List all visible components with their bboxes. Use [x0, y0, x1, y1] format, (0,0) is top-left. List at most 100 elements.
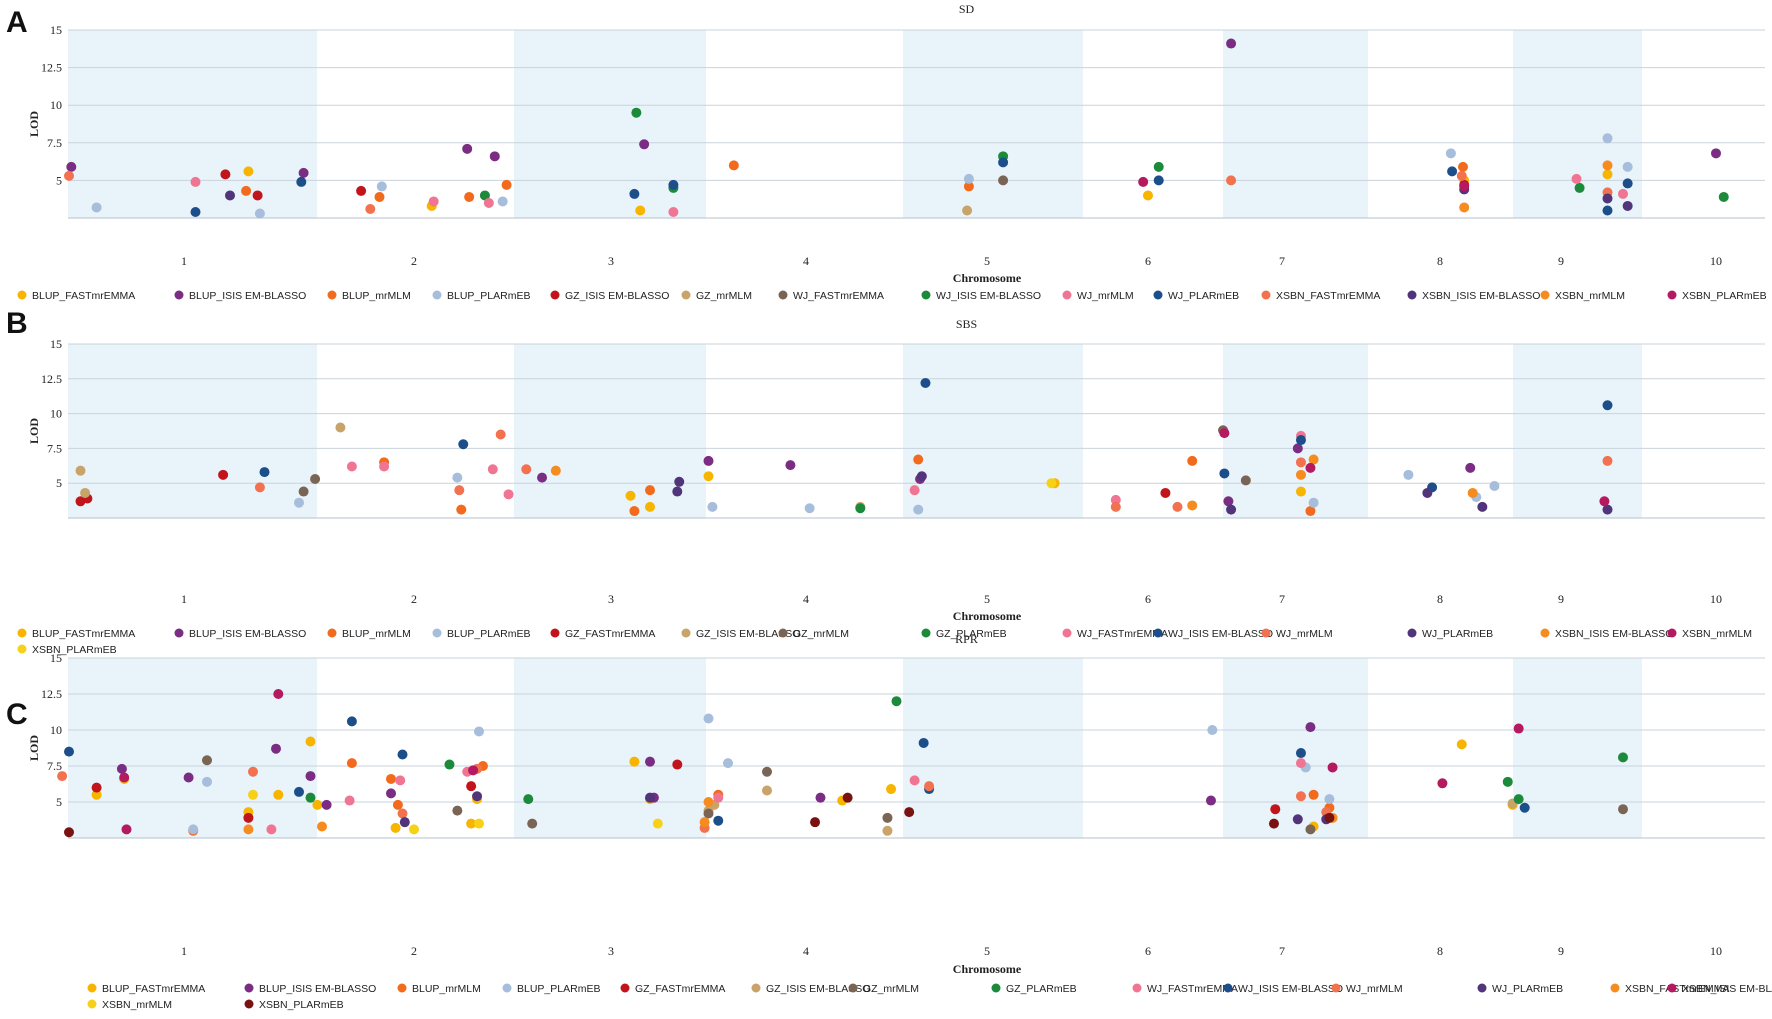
data-point: [273, 689, 284, 699]
data-point: [483, 197, 494, 208]
data-point: [1622, 161, 1633, 172]
data-point: [1327, 762, 1338, 773]
data-point: [631, 107, 642, 118]
legend-label: XSBN_ISIS EM-BLASSO: [1422, 290, 1540, 302]
data-point: [503, 489, 514, 500]
legend-label: XSBN_FASTmrEMMA: [1625, 983, 1729, 995]
legend-marker: [1407, 628, 1417, 638]
data-point: [495, 429, 506, 440]
data-point: [668, 206, 679, 217]
data-point: [487, 464, 498, 475]
data-point: [1447, 166, 1458, 177]
data-point: [1153, 175, 1164, 186]
x-tick-label: 10: [1710, 944, 1722, 958]
legend-marker: [1667, 983, 1677, 993]
legend-label: BLUP_PLARmEB: [517, 983, 600, 995]
chromosome-band: [68, 344, 317, 518]
legend-label: XSBN_PLARmEB: [259, 999, 344, 1011]
x-tick-label: 8: [1437, 944, 1443, 958]
x-tick-label: 4: [803, 254, 809, 268]
data-point: [91, 782, 102, 793]
data-point: [703, 455, 714, 466]
x-tick-label: 3: [608, 254, 614, 268]
data-point: [1138, 176, 1149, 187]
data-point: [390, 822, 401, 833]
data-point: [762, 785, 772, 796]
chromosome-band: [903, 344, 1083, 518]
data-point: [365, 203, 376, 214]
data-point: [920, 377, 931, 388]
legend-label: WJ_PLARmEB: [1422, 628, 1493, 640]
y-tick-label: 5: [56, 476, 62, 490]
data-point: [629, 756, 640, 767]
legend-label: WJ_ISIS EM-BLASSO: [1238, 983, 1343, 995]
data-point: [1295, 791, 1306, 802]
legend-label: BLUP_mrMLM: [342, 628, 411, 640]
data-point: [1618, 804, 1628, 815]
data-point: [1308, 789, 1319, 800]
legend-marker: [681, 290, 691, 300]
x-tick-label: 8: [1437, 254, 1443, 268]
data-point: [523, 794, 534, 805]
legend-marker: [1223, 983, 1233, 993]
data-point: [1618, 752, 1628, 763]
legend-marker: [1261, 290, 1271, 300]
legend-label: GZ_mrMLM: [793, 628, 849, 640]
data-point: [1437, 778, 1448, 789]
data-point: [374, 191, 385, 202]
data-point: [1046, 478, 1057, 489]
data-point: [652, 818, 663, 829]
data-point: [1467, 487, 1478, 498]
legend-marker: [327, 290, 337, 300]
data-point: [1226, 504, 1237, 515]
data-point: [266, 824, 277, 835]
x-axis-label: Chromosome: [953, 962, 1022, 976]
x-axis-label: Chromosome: [953, 609, 1022, 623]
legend-marker: [1132, 983, 1142, 993]
legend-label: WJ_mrMLM: [1346, 983, 1403, 995]
data-point: [703, 808, 714, 819]
legend-label: BLUP_ISIS EM-BLASSO: [189, 628, 306, 640]
data-point: [218, 469, 229, 480]
data-point: [305, 771, 316, 782]
data-point: [1270, 804, 1281, 815]
data-point: [1226, 175, 1237, 186]
data-point: [1308, 497, 1319, 508]
data-point: [57, 771, 68, 782]
data-point: [296, 176, 307, 187]
data-point: [645, 792, 655, 803]
legend-marker: [921, 628, 931, 638]
data-point: [462, 143, 473, 154]
data-point: [1422, 487, 1433, 498]
data-point: [810, 817, 821, 828]
data-point: [639, 139, 650, 150]
data-point: [386, 773, 396, 784]
data-point: [456, 504, 467, 515]
y-tick-label: 7.5: [47, 441, 62, 455]
data-point: [294, 786, 304, 797]
data-point: [183, 772, 194, 783]
data-point: [1602, 160, 1613, 171]
data-point: [785, 460, 796, 471]
data-point: [472, 791, 483, 802]
data-point: [64, 746, 74, 757]
chromosome-band: [903, 30, 1083, 218]
data-point: [909, 775, 920, 786]
y-tick-label: 12.5: [41, 372, 62, 386]
legend-marker: [550, 628, 560, 638]
data-point: [645, 485, 655, 496]
legend-label: BLUP_FASTmrEMMA: [32, 290, 135, 302]
data-point: [550, 465, 561, 476]
data-point: [1602, 133, 1613, 144]
data-point: [886, 784, 897, 795]
data-point: [913, 504, 924, 515]
data-point: [91, 789, 102, 800]
data-point: [1711, 148, 1721, 159]
data-point: [1456, 739, 1467, 750]
chromosome-band: [1513, 344, 1642, 518]
data-point: [1489, 480, 1500, 491]
y-tick-label: 15: [50, 23, 62, 37]
legend-label: GZ_FASTmrEMMA: [635, 983, 725, 995]
data-point: [963, 173, 974, 184]
y-tick-label: 10: [50, 723, 62, 737]
